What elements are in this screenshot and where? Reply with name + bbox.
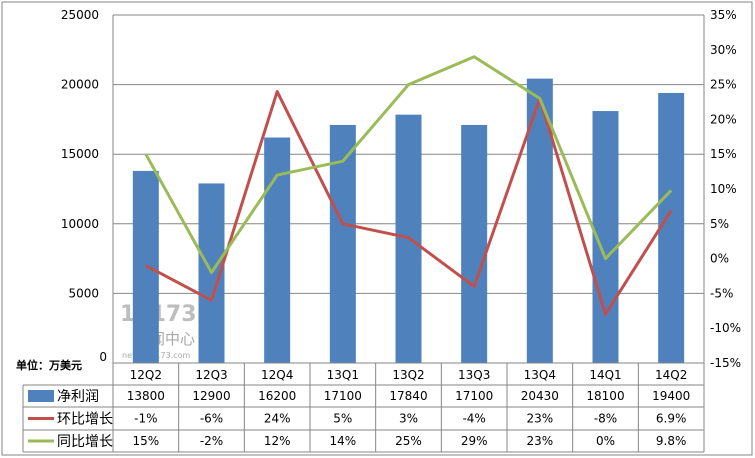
right-axis-tick-label: 5% xyxy=(710,217,729,231)
category-label: 12Q2 xyxy=(130,368,162,382)
table-cell: 24% xyxy=(264,412,291,426)
table-cell: 25% xyxy=(395,434,422,448)
left-axis-tick-label: 15000 xyxy=(61,147,99,161)
table-cell: 20430 xyxy=(521,389,559,403)
right-axis-tick-label: 10% xyxy=(710,182,737,196)
table-cell: -2% xyxy=(200,434,223,448)
right-axis-tick-label: 20% xyxy=(710,112,737,126)
table-cell: 17840 xyxy=(389,389,427,403)
legend-label: 环比增长 xyxy=(57,412,113,428)
table-cell: 17100 xyxy=(324,389,362,403)
table-cell: -6% xyxy=(200,412,223,426)
bar-14Q2 xyxy=(658,92,685,364)
table-cell: 13800 xyxy=(127,389,165,403)
table-cell: 23% xyxy=(526,412,553,426)
bar-12Q4 xyxy=(264,137,291,363)
right-axis-tick-label: -10% xyxy=(710,321,741,335)
table-cell: 0% xyxy=(596,434,615,448)
right-axis-tick-label: -5% xyxy=(710,286,733,300)
table-cell: -4% xyxy=(462,412,485,426)
table-cell: 9.8% xyxy=(656,434,687,448)
table-cell: 16200 xyxy=(258,389,296,403)
legend-key-0 xyxy=(28,390,54,402)
left-axis-tick-label: 0 xyxy=(99,350,107,364)
table-cell: 12900 xyxy=(192,389,230,403)
category-label: 14Q2 xyxy=(655,368,687,382)
table-cell: 6.9% xyxy=(656,412,687,426)
left-axis-tick-label: 25000 xyxy=(61,8,99,22)
table-cell: 18100 xyxy=(586,389,624,403)
table-cell: 5% xyxy=(333,412,352,426)
bar-13Q3 xyxy=(461,124,488,363)
left-axis-tick-label: 5000 xyxy=(68,286,99,300)
qoq-line xyxy=(145,90,673,316)
table-cell: -1% xyxy=(134,412,157,426)
table-cell: 23% xyxy=(526,434,553,448)
right-axis-tick-label: 30% xyxy=(710,43,737,57)
table-cell: -8% xyxy=(594,412,617,426)
left-axis-tick-label: 20000 xyxy=(61,78,99,92)
category-label: 13Q1 xyxy=(327,368,359,382)
table-cell: 29% xyxy=(461,434,488,448)
category-label: 13Q3 xyxy=(458,368,490,382)
left-axis-tick-label: 10000 xyxy=(61,217,99,231)
right-axis-tick-label: 25% xyxy=(710,78,737,92)
right-axis-tick-label: 0% xyxy=(710,252,729,266)
legend-label: 同比增长 xyxy=(57,434,113,450)
category-label: 14Q1 xyxy=(589,368,621,382)
table-cell: 14% xyxy=(329,434,356,448)
table-cell: 17100 xyxy=(455,389,493,403)
category-label: 13Q4 xyxy=(524,368,556,382)
table-cell: 12% xyxy=(264,434,291,448)
table-cell: 15% xyxy=(132,434,159,448)
bar-13Q1 xyxy=(329,124,356,363)
category-label: 12Q3 xyxy=(195,368,227,382)
right-axis-tick-label: 35% xyxy=(710,8,737,22)
table-cell: 19400 xyxy=(652,389,690,403)
right-axis-tick-label: 15% xyxy=(710,147,737,161)
unit-label: 单位：万美元 xyxy=(16,358,82,372)
legend-label: 净利润 xyxy=(57,389,99,405)
category-label: 13Q2 xyxy=(392,368,424,382)
right-axis-tick-label: -15% xyxy=(710,356,741,370)
yoy-line xyxy=(144,55,673,275)
category-label: 12Q4 xyxy=(261,368,293,382)
table-cell: 3% xyxy=(399,412,418,426)
